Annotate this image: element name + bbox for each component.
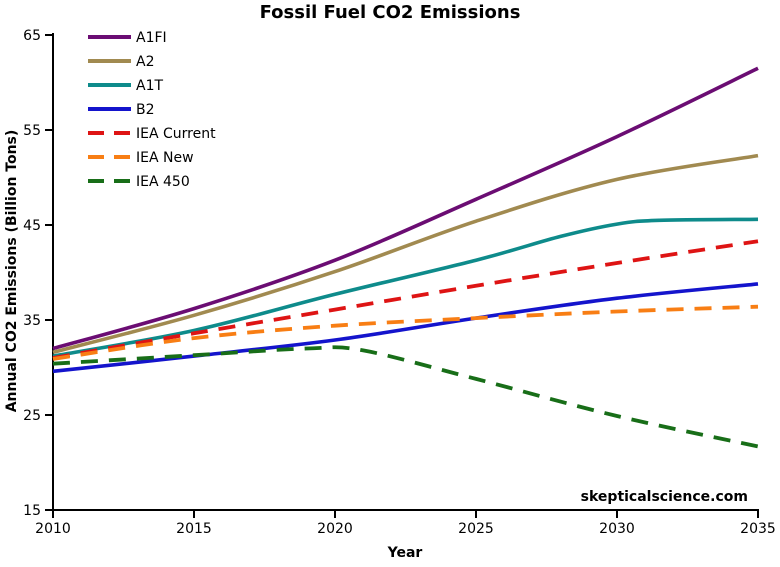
series-line-a1fi — [52, 66, 759, 351]
x-tick-label: 2015 — [176, 521, 212, 537]
y-tick-label: 15 — [23, 503, 41, 519]
series-line-iea-450 — [52, 345, 759, 449]
x-tick-label: 2030 — [599, 521, 635, 537]
y-tick-label: 55 — [23, 123, 41, 139]
series-line-b2 — [52, 282, 759, 374]
series-line-iea-current — [52, 239, 759, 360]
legend-label-b2: B2 — [136, 102, 155, 118]
x-tick-label: 2020 — [317, 521, 353, 537]
series-line-a2 — [52, 153, 759, 355]
legend-label-a1t: A1T — [136, 78, 163, 94]
legend-label-a1fi: A1FI — [136, 30, 167, 46]
watermark: skepticalscience.com — [581, 489, 748, 505]
y-tick-label: 45 — [23, 218, 41, 234]
x-tick-label: 2035 — [740, 521, 776, 537]
x-tick-label: 2025 — [458, 521, 494, 537]
legend-label-iea-current: IEA Current — [136, 126, 216, 142]
axes: 15 25 35 45 55 65 2010 2015 2020 2025 2030 2035 — [23, 28, 776, 537]
series-line-a1t — [52, 217, 759, 358]
y-tick-label: 65 — [23, 28, 41, 44]
y-tick-label: 35 — [23, 313, 41, 329]
x-axis-label: Year — [387, 545, 423, 561]
legend-label-iea-450: IEA 450 — [136, 174, 190, 190]
series-lines — [52, 66, 759, 449]
y-tick-label: 25 — [23, 408, 41, 424]
legend: A1FI A2 A1T B2 IEA Current IEA New IEA 450 — [88, 30, 216, 190]
chart-title: Fossil Fuel CO2 Emissions — [260, 2, 521, 23]
y-axis-label: Annual CO2 Emissions (Billion Tons) — [4, 130, 20, 413]
legend-label-a2: A2 — [136, 54, 154, 70]
series-line-iea-new — [52, 304, 759, 361]
x-tick-label: 2010 — [35, 521, 71, 537]
legend-label-iea-new: IEA New — [136, 150, 194, 166]
